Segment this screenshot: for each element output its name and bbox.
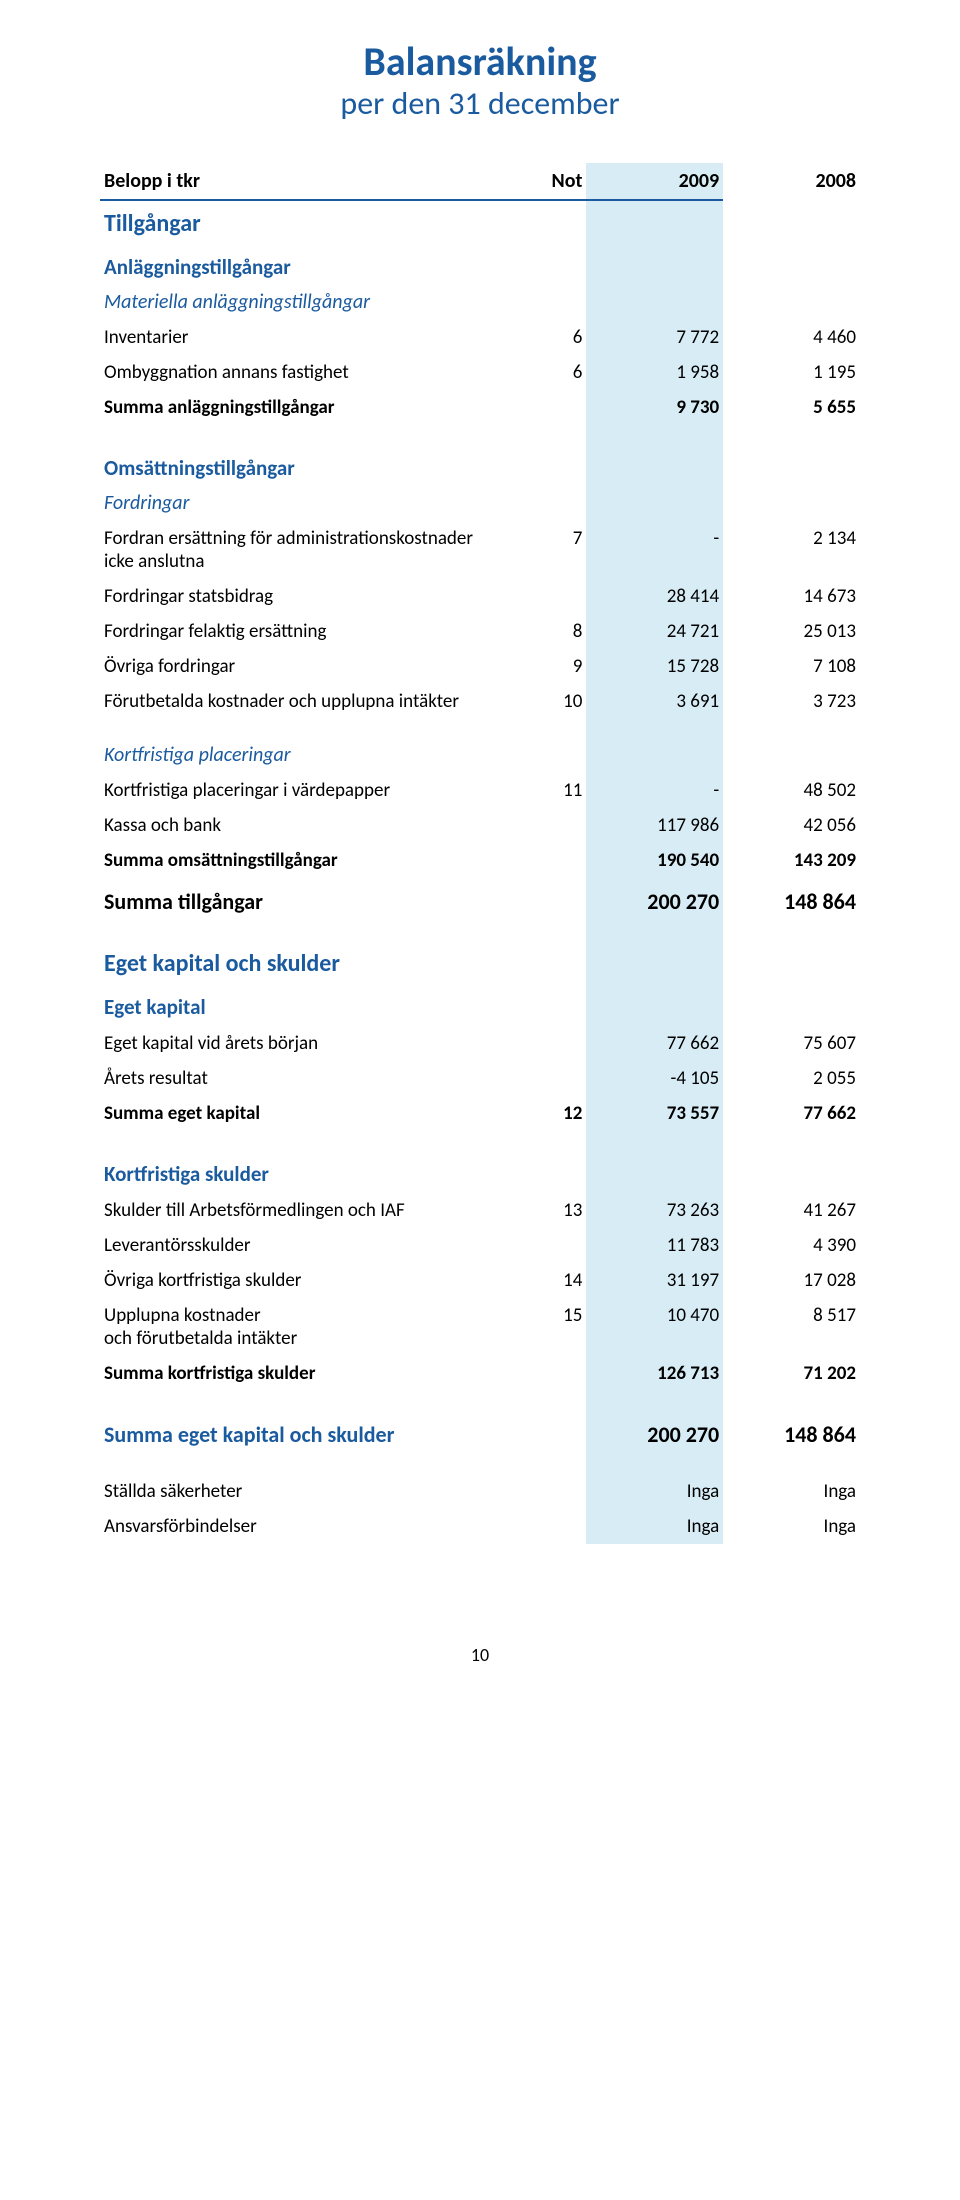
row-summa-eget-sk: Summa eget kapital och skulder200 270148… bbox=[100, 1411, 860, 1454]
section-kortskuld: Kortfristiga skulder bbox=[100, 1151, 510, 1193]
row-kassa: Kassa och bank117 98642 056 bbox=[100, 808, 860, 843]
title-sub: per den 31 december bbox=[100, 84, 860, 123]
table-header-row: Belopp i tkr Not 2009 2008 bbox=[100, 163, 860, 200]
row-ansvar: AnsvarsförbindelserIngaInga bbox=[100, 1509, 860, 1544]
header-2009: 2009 bbox=[586, 163, 723, 200]
section-egetskuld: Eget kapital och skulder bbox=[100, 941, 510, 984]
row-summa-eget: Summa eget kapital1273 55777 662 bbox=[100, 1096, 860, 1131]
row-uppl-kost: Upplupna kostnader och förutbetalda intä… bbox=[100, 1298, 860, 1356]
section-fordringar: Fordringar bbox=[100, 487, 510, 521]
row-lev-skuld: Leverantörsskulder11 7834 390 bbox=[100, 1228, 860, 1263]
row-ovriga-fordr: Övriga fordringar915 7287 108 bbox=[100, 649, 860, 684]
title-main: Balansräkning bbox=[100, 40, 860, 84]
header-2008: 2008 bbox=[723, 163, 860, 200]
row-ovr-kortskuld: Övriga kortfristiga skulder1431 19717 02… bbox=[100, 1263, 860, 1298]
row-forutbet: Förutbetalda kostnader och upplupna intä… bbox=[100, 684, 860, 719]
row-summa-anl: Summa anläggningstillgångar9 7305 655 bbox=[100, 390, 860, 425]
header-label: Belopp i tkr bbox=[100, 163, 510, 200]
row-inventarier: Inventarier67 7724 460 bbox=[100, 320, 860, 355]
row-kortplac-vp: Kortfristiga placeringar i värdepapper11… bbox=[100, 773, 860, 808]
row-summa-oms: Summa omsättningstillgångar190 540143 20… bbox=[100, 843, 860, 878]
balance-sheet-table: Belopp i tkr Not 2009 2008 Tillgångar An… bbox=[100, 163, 860, 1544]
section-tillgangar: Tillgångar bbox=[100, 200, 510, 244]
row-summa-tillg: Summa tillgångar200 270148 864 bbox=[100, 878, 860, 921]
row-stallda: Ställda säkerheterIngaInga bbox=[100, 1474, 860, 1509]
header-note: Not bbox=[510, 163, 586, 200]
section-anlaggning: Anläggningstillgångar bbox=[100, 244, 510, 286]
page-number: 10 bbox=[100, 1644, 860, 1666]
row-fordr-felakt: Fordringar felaktig ersättning824 72125 … bbox=[100, 614, 860, 649]
row-arets-res: Årets resultat-4 1052 055 bbox=[100, 1061, 860, 1096]
section-omsattning: Omsättningstillgångar bbox=[100, 445, 510, 487]
row-eget-borjan: Eget kapital vid årets början77 66275 60… bbox=[100, 1026, 860, 1061]
row-skulder-af: Skulder till Arbetsförmedlingen och IAF1… bbox=[100, 1193, 860, 1228]
row-fordran-admin: Fordran ersättning för administrationsko… bbox=[100, 521, 860, 579]
section-kortplac: Kortfristiga placeringar bbox=[100, 739, 510, 773]
page-title: Balansräkning per den 31 december bbox=[100, 40, 860, 123]
row-summa-kortskuld: Summa kortfristiga skulder126 71371 202 bbox=[100, 1356, 860, 1391]
section-materiella: Materiella anläggningstillgångar bbox=[100, 286, 510, 320]
section-egetkap: Eget kapital bbox=[100, 984, 510, 1026]
row-ombyggnation: Ombyggnation annans fastighet61 9581 195 bbox=[100, 355, 860, 390]
row-fordr-stats: Fordringar statsbidrag28 41414 673 bbox=[100, 579, 860, 614]
